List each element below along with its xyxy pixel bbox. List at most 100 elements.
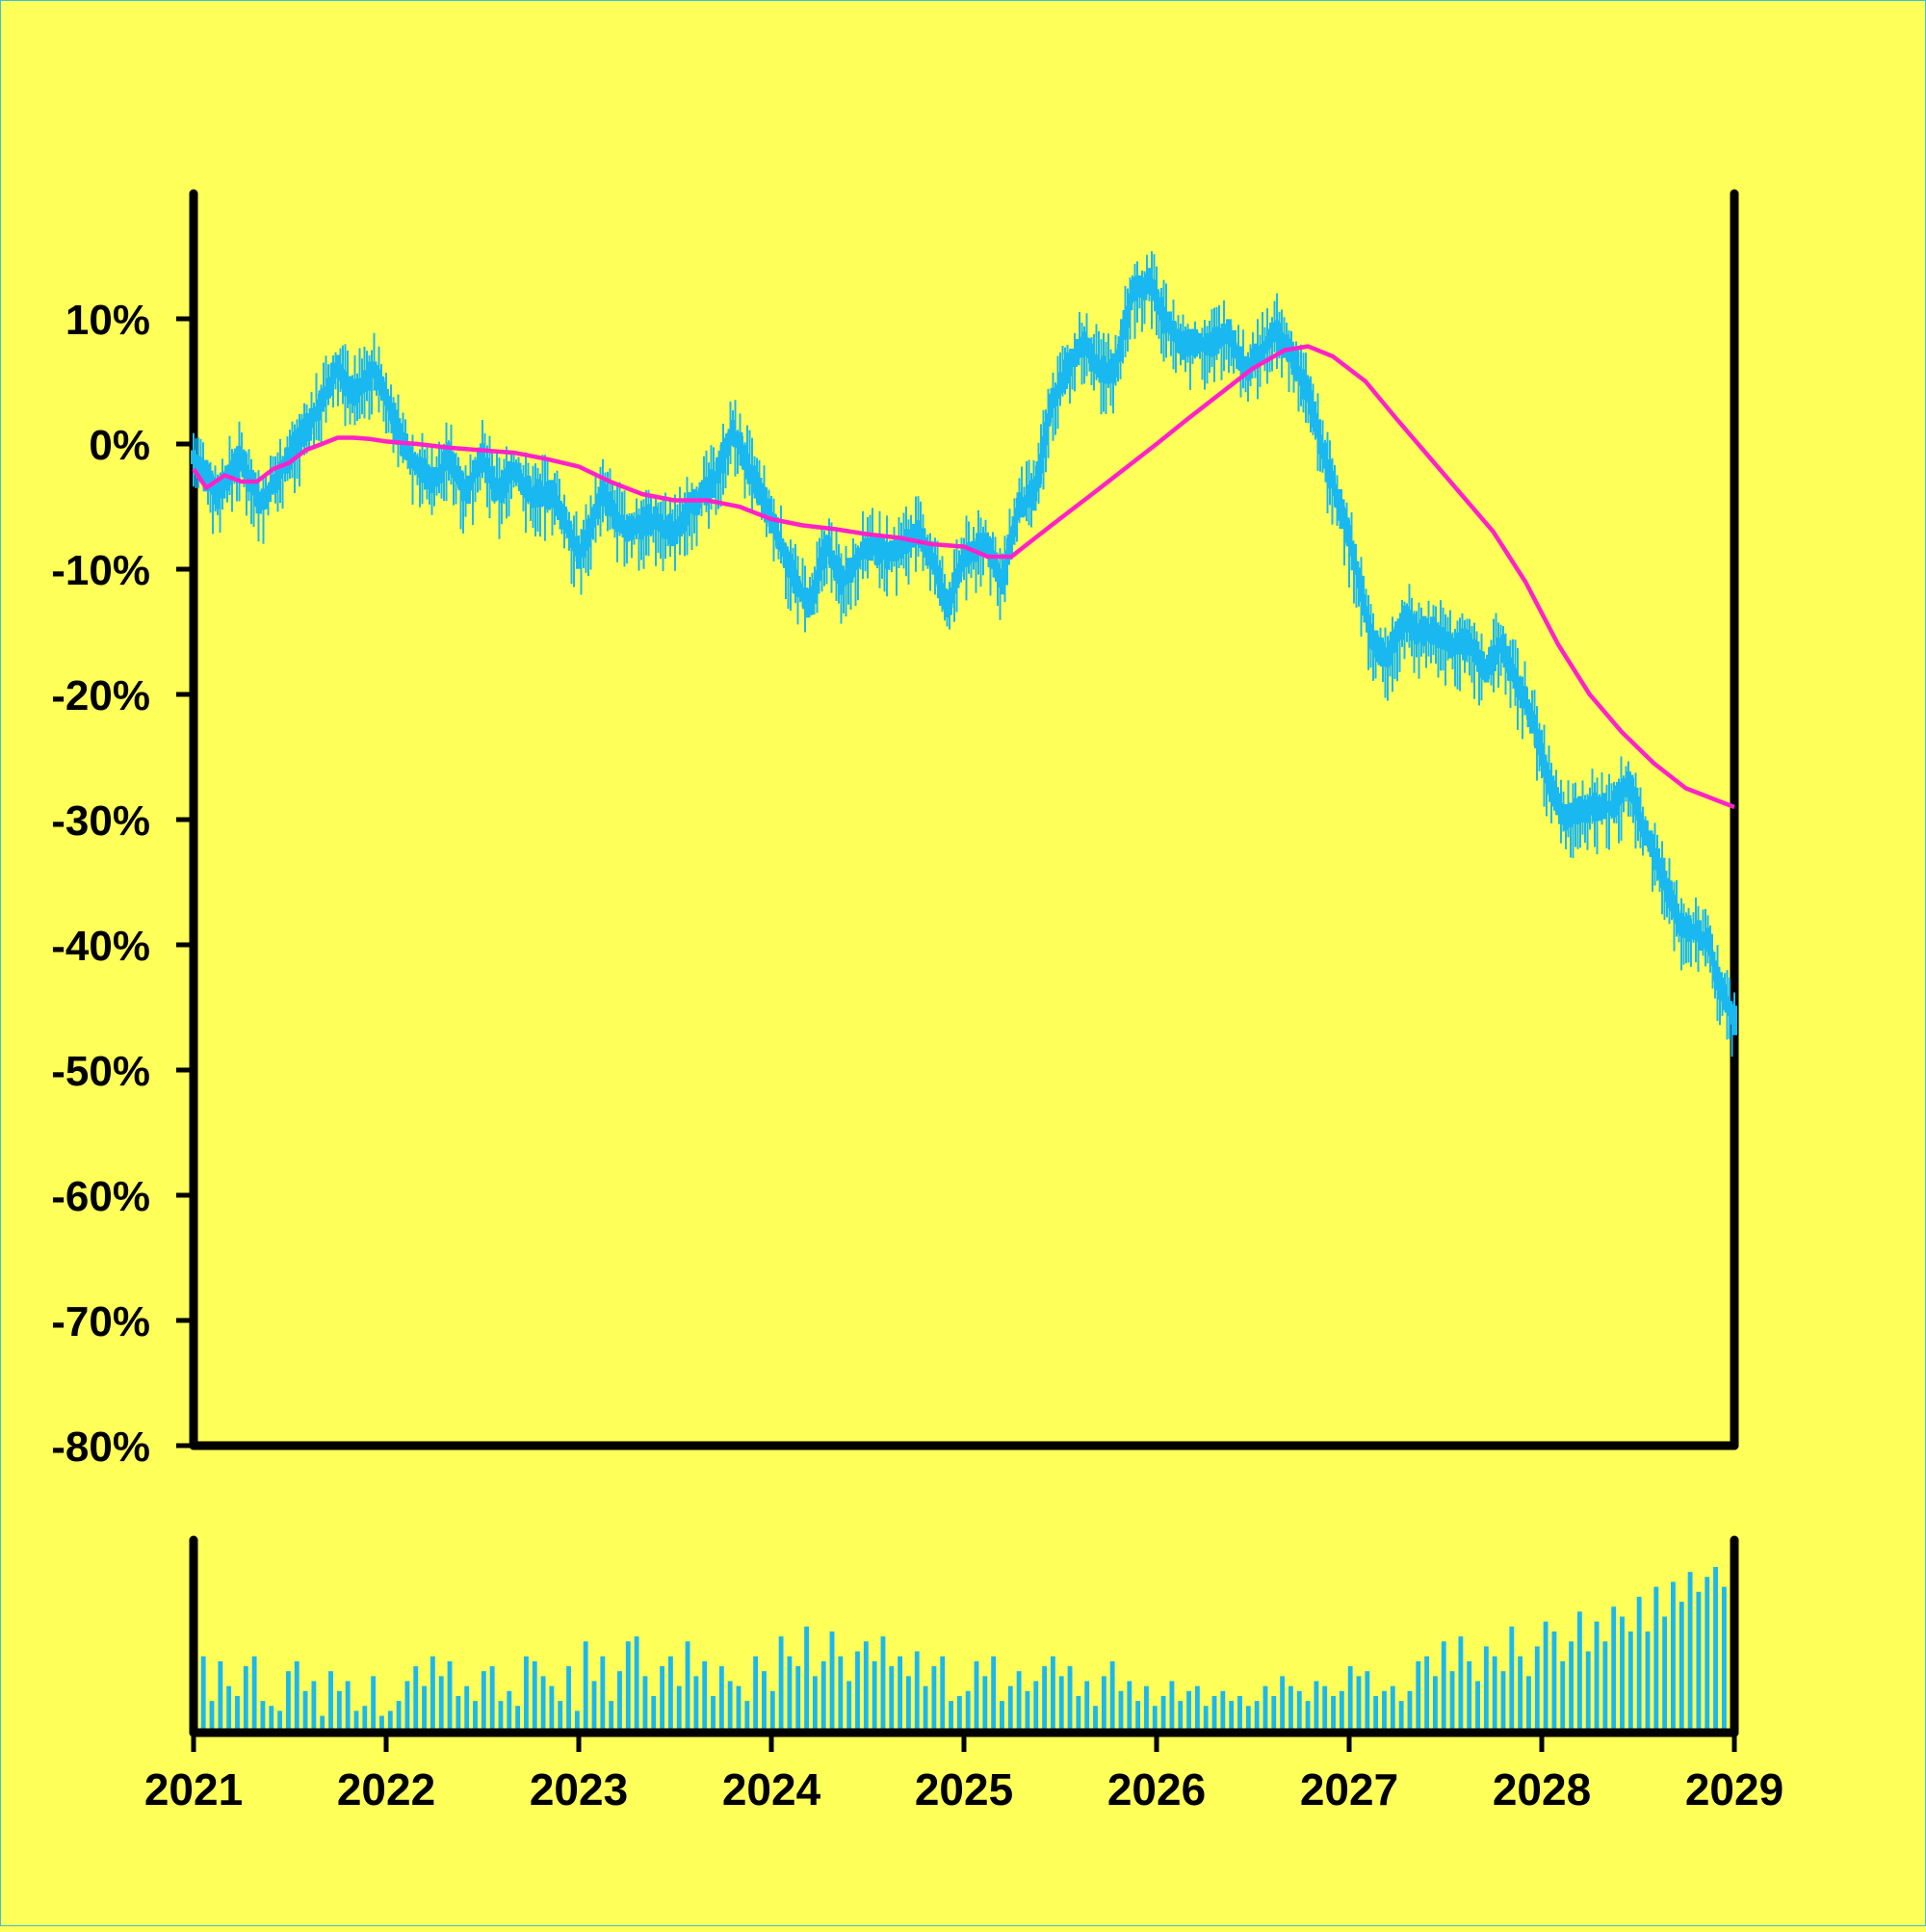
volume-bar <box>753 1656 759 1731</box>
volume-bar <box>413 1666 419 1731</box>
volume-bar <box>1220 1690 1226 1731</box>
candle-body <box>1288 341 1294 363</box>
volume-bar <box>1475 1681 1480 1731</box>
volume-bar <box>1382 1690 1387 1731</box>
volume-bar <box>609 1701 614 1731</box>
candle-body <box>1695 920 1702 943</box>
volume-bar <box>949 1701 953 1731</box>
volume-bar <box>812 1676 818 1731</box>
volume-bar <box>634 1636 639 1731</box>
candle-body <box>1237 346 1244 371</box>
volume-bar <box>660 1666 665 1731</box>
candle-body <box>1011 516 1018 537</box>
volume-bar <box>549 1685 555 1731</box>
volume-bar <box>1662 1616 1668 1731</box>
volume-bar <box>294 1660 299 1731</box>
x-tick-label: 2029 <box>1685 1764 1783 1815</box>
y-tick-label: -50% <box>51 1048 150 1095</box>
candle-body <box>711 477 716 499</box>
volume-bar <box>455 1695 461 1731</box>
volume-bar <box>1534 1646 1540 1731</box>
volume-bars <box>200 1567 1727 1731</box>
volume-bar <box>1509 1626 1515 1731</box>
volume-bar <box>1407 1690 1413 1731</box>
volume-bar <box>532 1660 537 1731</box>
y-tick-label: -80% <box>51 1423 150 1471</box>
volume-bar <box>1458 1636 1464 1731</box>
candle-body <box>1493 644 1499 666</box>
volume-bar <box>464 1685 470 1731</box>
volume-bar <box>353 1710 359 1731</box>
volume-bar <box>855 1651 860 1731</box>
volume-bar <box>880 1636 886 1731</box>
candle-body <box>1674 903 1679 924</box>
candle-body <box>826 536 832 556</box>
volume-bar <box>209 1701 215 1731</box>
volume-bar <box>1109 1660 1115 1731</box>
candle-body <box>898 539 904 559</box>
candle-body <box>1363 606 1369 623</box>
candle-body <box>1293 350 1299 381</box>
candle-body <box>515 462 522 483</box>
candle-body <box>385 395 392 411</box>
volume-bar <box>1314 1681 1319 1731</box>
candle-body <box>1329 470 1336 489</box>
volume-bar <box>744 1701 750 1731</box>
candle-body <box>602 483 609 508</box>
candle-body <box>398 423 403 441</box>
volume-bar <box>1211 1695 1217 1731</box>
volume-bar <box>1518 1656 1523 1731</box>
candle-body <box>1067 357 1073 377</box>
candle-body <box>1006 534 1013 561</box>
volume-bar <box>1373 1695 1379 1731</box>
volume-bar <box>251 1656 257 1731</box>
volume-panel: 2021 2022 2023 2024 2025 2026 2027 2028 2029 <box>144 1535 1783 1815</box>
volume-bar <box>396 1701 402 1731</box>
volume-bar <box>379 1715 384 1731</box>
candle-body <box>1361 594 1366 616</box>
candle-body <box>1112 361 1119 378</box>
candle-body <box>1635 796 1641 821</box>
volume-bar <box>371 1676 377 1731</box>
volume-bar <box>804 1626 809 1731</box>
volume-bar <box>447 1660 453 1731</box>
volume-bar <box>1331 1695 1336 1731</box>
moving-average-line <box>192 344 1735 810</box>
y-tick-label: 0% <box>89 422 150 469</box>
volume-bar <box>1551 1631 1557 1731</box>
candle-body <box>1043 422 1049 446</box>
volume-bar <box>1127 1681 1132 1731</box>
candle-body <box>595 493 601 519</box>
volume-bar <box>1636 1596 1642 1731</box>
volume-bar <box>311 1681 317 1731</box>
price-candles <box>191 250 1737 1057</box>
volume-bar <box>940 1656 946 1731</box>
volume-bar <box>226 1685 232 1731</box>
volume-bar <box>438 1676 444 1731</box>
volume-bar <box>1169 1681 1175 1731</box>
volume-bar <box>1016 1671 1022 1731</box>
y-tick-label: 10% <box>65 297 150 344</box>
volume-bar <box>898 1656 903 1731</box>
volume-bar <box>1144 1685 1149 1731</box>
volume-bar <box>617 1671 622 1731</box>
candle-body <box>1021 496 1028 516</box>
x-tick-label: 2026 <box>1107 1764 1206 1815</box>
volume-bar <box>1160 1695 1166 1731</box>
candle-body <box>1707 933 1713 956</box>
candle-body <box>1035 460 1042 488</box>
volume-bar <box>1271 1695 1277 1731</box>
volume-bar <box>1653 1586 1659 1731</box>
candle-body <box>1231 329 1236 358</box>
candle-body <box>480 443 485 471</box>
x-tick-label: 2025 <box>915 1764 1013 1815</box>
volume-bar <box>362 1706 368 1731</box>
volume-bar <box>1569 1641 1574 1731</box>
volume-bar <box>200 1656 206 1731</box>
volume-bar <box>515 1706 521 1731</box>
volume-bar <box>235 1695 240 1731</box>
volume-bar <box>1687 1572 1693 1731</box>
volume-bar <box>1492 1656 1497 1731</box>
volume-bar <box>302 1690 308 1731</box>
volume-bar <box>1178 1701 1184 1731</box>
